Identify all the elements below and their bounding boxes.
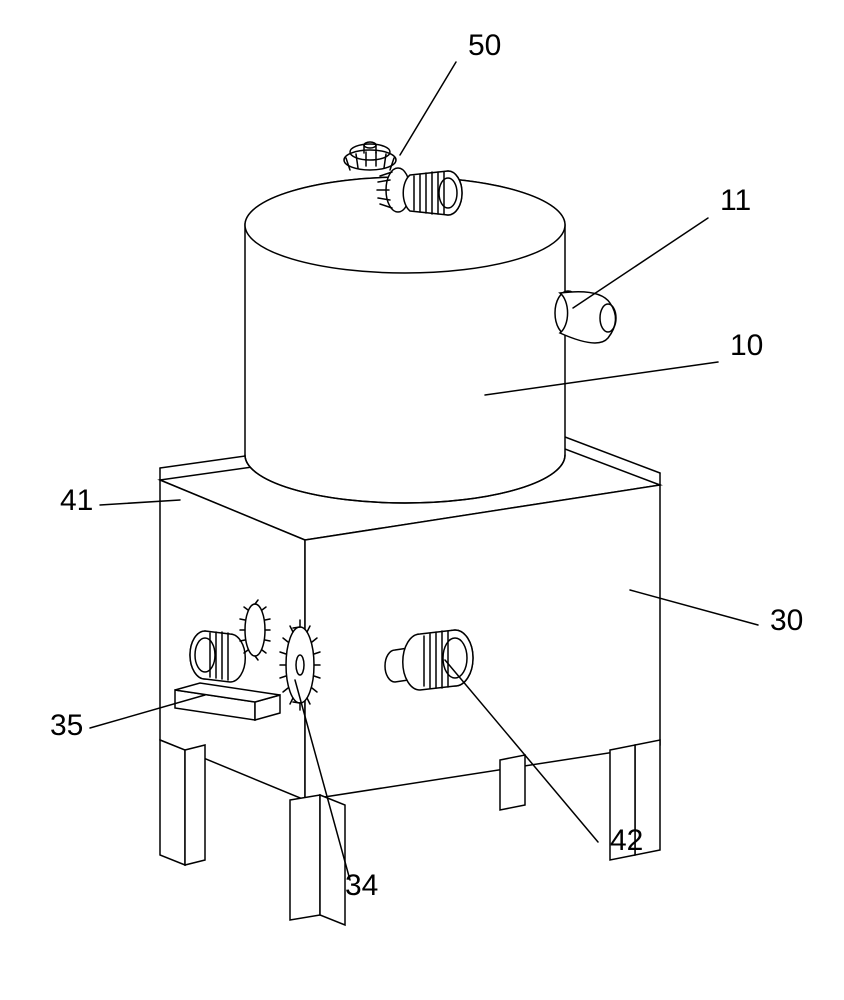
label-34: 34: [345, 869, 378, 902]
leader-11: [573, 218, 708, 308]
label-10: 10: [730, 329, 763, 362]
cabinet-right-face: [305, 485, 660, 800]
label-41: 41: [60, 484, 93, 517]
top-motor: [403, 171, 462, 215]
leg-left-a: [160, 740, 185, 865]
label-42: 42: [610, 824, 643, 857]
label-11: 11: [720, 184, 751, 217]
leg-back-hint: [500, 755, 525, 810]
leg-left-b: [185, 745, 205, 865]
label-35: 35: [50, 709, 83, 742]
leader-50: [400, 62, 456, 155]
spout-body: [560, 292, 616, 343]
leg-front-a: [290, 795, 320, 920]
label-50: 50: [468, 29, 501, 62]
label-30: 30: [770, 604, 803, 637]
